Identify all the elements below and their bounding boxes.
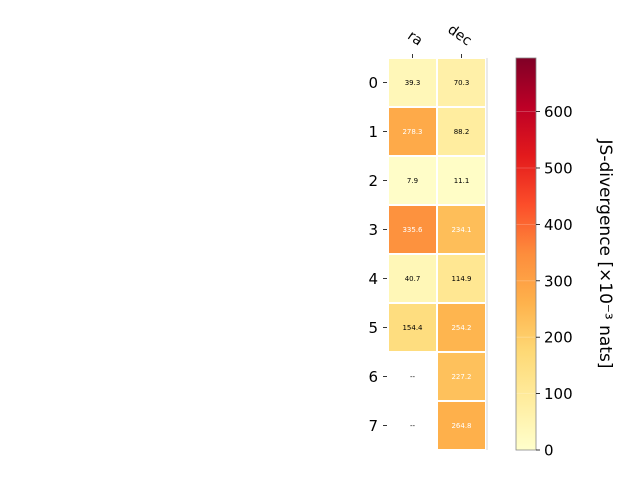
colorbar: 0 100 200 300 400 500 600 JS-divergence [×10⁻³ … xyxy=(515,57,615,460)
column-label-dec: dec xyxy=(445,22,475,50)
colorbar-tick-label: 600 xyxy=(544,103,573,121)
heatmap-cell xyxy=(438,353,485,400)
row-label-6: 6 xyxy=(368,368,378,386)
cell-value-label: 40.7 xyxy=(405,275,421,283)
cell-value-label: 7.9 xyxy=(407,177,418,185)
cell-value-label: 88.2 xyxy=(454,128,470,136)
heatmap-cell xyxy=(438,402,485,449)
row-label-0: 0 xyxy=(368,74,378,92)
heatmap-cell xyxy=(438,108,485,155)
colorbar-tick-label: 300 xyxy=(544,272,573,290)
heatmap-cell xyxy=(389,59,436,106)
row-label-4: 4 xyxy=(368,270,378,288)
row-label-1: 1 xyxy=(368,123,378,141)
cell-value-label: 227.2 xyxy=(451,373,471,381)
row-label-3: 3 xyxy=(368,221,378,239)
cell-value-label: 114.9 xyxy=(451,275,471,283)
heatmap-cell xyxy=(438,255,485,302)
heatmap-cell xyxy=(389,157,436,204)
row-label-7: 7 xyxy=(368,417,378,435)
heatmap-cell xyxy=(389,255,436,302)
cell-value-label: 154.4 xyxy=(402,324,423,332)
cell-missing-label: -- xyxy=(410,373,416,381)
row-label-5: 5 xyxy=(368,319,378,337)
row-label-2: 2 xyxy=(368,172,378,190)
heatmap-cell xyxy=(438,206,485,253)
colorbar-tick-label: 100 xyxy=(544,385,573,403)
colorbar-label: JS-divergence [×10⁻³ nats] xyxy=(595,139,615,369)
cell-value-label: 264.8 xyxy=(451,422,471,430)
heatmap-cell xyxy=(389,108,436,155)
heatmap-cell xyxy=(438,304,485,351)
cell-value-label: 39.3 xyxy=(405,79,421,87)
colorbar-tick-label: 0 xyxy=(544,442,554,460)
colorbar-frame xyxy=(515,57,537,451)
colorbar-gradient xyxy=(516,58,536,450)
row-labels: 0 1 2 3 4 5 6 7 xyxy=(368,74,387,435)
heatmap-cell xyxy=(438,157,485,204)
column-label-ra: ra xyxy=(404,28,425,49)
heatmap-cells: 39.3 70.3 278.3 88.2 7.9 11.1 335.6 234.1 40.7 11… xyxy=(389,58,488,450)
column-labels: ra dec xyxy=(404,22,474,58)
cell-value-label: 70.3 xyxy=(454,79,470,87)
heatmap-cell xyxy=(438,59,485,106)
heatmap-cell xyxy=(389,206,436,253)
heatmap-cell xyxy=(389,304,436,351)
cell-value-label: 234.1 xyxy=(451,226,471,234)
cell-value-label: 278.3 xyxy=(402,128,422,136)
cell-value-label: 11.1 xyxy=(454,177,470,185)
cell-missing-label: -- xyxy=(410,422,416,430)
cell-value-label: 335.6 xyxy=(402,226,423,234)
colorbar-tick-label: 400 xyxy=(544,216,573,234)
cell-value-label: 254.2 xyxy=(451,324,471,332)
colorbar-tick-label: 200 xyxy=(544,329,573,347)
colorbar-tick-label: 500 xyxy=(544,159,573,177)
